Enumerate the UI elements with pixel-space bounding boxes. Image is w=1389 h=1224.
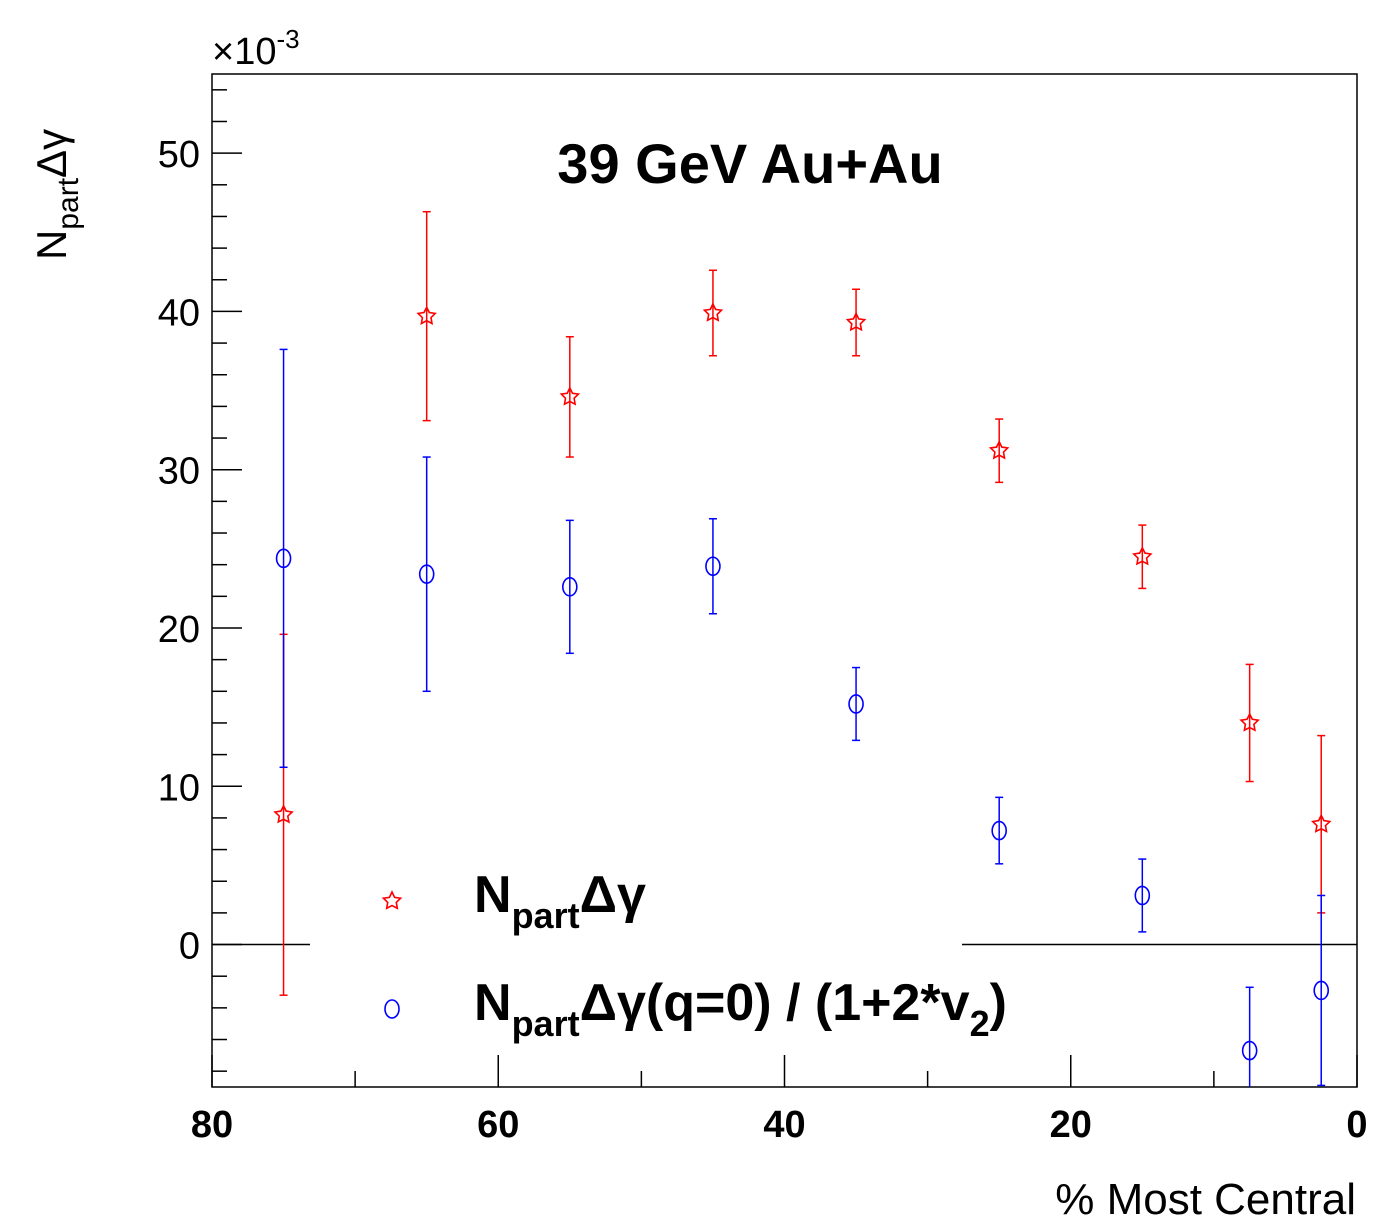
data-markers [273, 302, 1332, 1061]
circle-marker [1313, 980, 1330, 1001]
y-multiplier: ×10-3 [212, 24, 300, 73]
star-marker [1310, 813, 1332, 833]
star-marker [559, 386, 581, 406]
y-multiplier-base: ×10 [212, 31, 276, 73]
legend: NpartΔγ NpartΔγ(q=0) / (1+2*v2) [381, 866, 1007, 1044]
chart-title: 39 GeV Au+Au [557, 132, 942, 195]
star-marker [273, 804, 294, 824]
x-tick-label: 60 [477, 1104, 519, 1146]
x-tick-label: 80 [191, 1104, 233, 1146]
legend-marker-circle [384, 999, 400, 1019]
circle-marker [848, 694, 864, 714]
star-marker [1132, 546, 1153, 566]
x-tick-label: 20 [1050, 1104, 1092, 1146]
circle-marker [562, 577, 578, 597]
y-tick-label: 30 [158, 451, 200, 493]
y-axis-label: NpartΔγ [28, 129, 85, 260]
y-tick-label: 0 [179, 926, 200, 968]
legend-1-tail: Δγ [580, 866, 646, 924]
y-tick-label: 40 [158, 292, 200, 334]
y-axis-label-tail: Δγ [28, 129, 75, 178]
star-marker [416, 305, 437, 325]
circle-marker [275, 548, 292, 569]
circle-marker [1241, 1040, 1258, 1061]
legend-1-main: N [474, 866, 512, 924]
y-tick-label: 10 [158, 767, 200, 809]
x-tick-label: 40 [763, 1104, 805, 1146]
y-multiplier-exponent: -3 [276, 24, 299, 54]
x-axis-label: % Most Central [1055, 1175, 1356, 1224]
circle-marker [1134, 885, 1151, 906]
legend-2-sub: part [512, 1003, 580, 1044]
y-tick-label: 50 [158, 134, 200, 176]
y-tick-label: 20 [158, 609, 200, 651]
legend-label-blue-circles: NpartΔγ(q=0) / (1+2*v2) [474, 974, 1007, 1044]
legend-marker-star [381, 890, 403, 910]
star-marker [702, 302, 724, 322]
y-axis-label-sub: part [52, 177, 85, 229]
error-bars [279, 210, 1326, 1087]
axes: 0 10 20 30 40 50 80 60 40 20 0 [158, 73, 1368, 1146]
legend-2-sub2: 2 [970, 1003, 990, 1044]
circle-marker [705, 556, 721, 577]
circle-marker [991, 820, 1007, 841]
star-marker [988, 439, 1010, 460]
star-marker [1239, 712, 1260, 732]
circle-marker [418, 564, 435, 584]
legend-1-sub: part [512, 895, 580, 936]
x-tick-label: 0 [1346, 1104, 1367, 1146]
legend-2-main: N [474, 974, 512, 1032]
plot-frame [211, 73, 1358, 1088]
legend-2-close: ) [990, 974, 1007, 1032]
star-marker [845, 311, 867, 332]
y-axis-label-main: N [28, 230, 75, 260]
legend-label-red-stars: NpartΔγ [474, 866, 646, 936]
legend-2-tail: Δγ(q=0) / (1+2*v [580, 974, 970, 1032]
